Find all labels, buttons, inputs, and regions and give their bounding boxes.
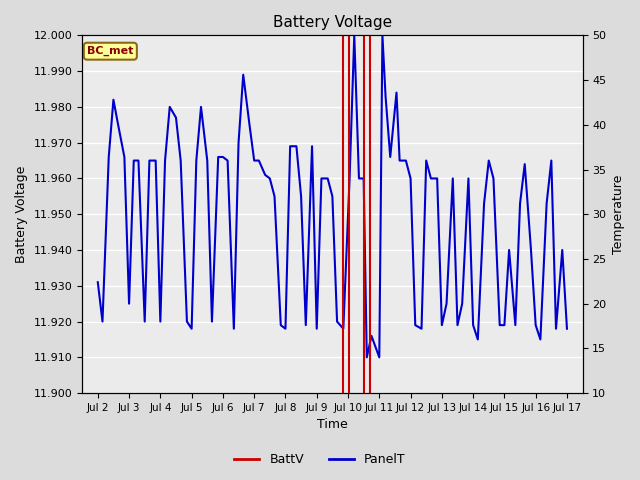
Text: BC_met: BC_met bbox=[87, 46, 134, 56]
Legend: BattV, PanelT: BattV, PanelT bbox=[229, 448, 411, 471]
Title: Battery Voltage: Battery Voltage bbox=[273, 15, 392, 30]
Y-axis label: Battery Voltage: Battery Voltage bbox=[15, 166, 28, 263]
Y-axis label: Temperature: Temperature bbox=[612, 175, 625, 254]
X-axis label: Time: Time bbox=[317, 419, 348, 432]
